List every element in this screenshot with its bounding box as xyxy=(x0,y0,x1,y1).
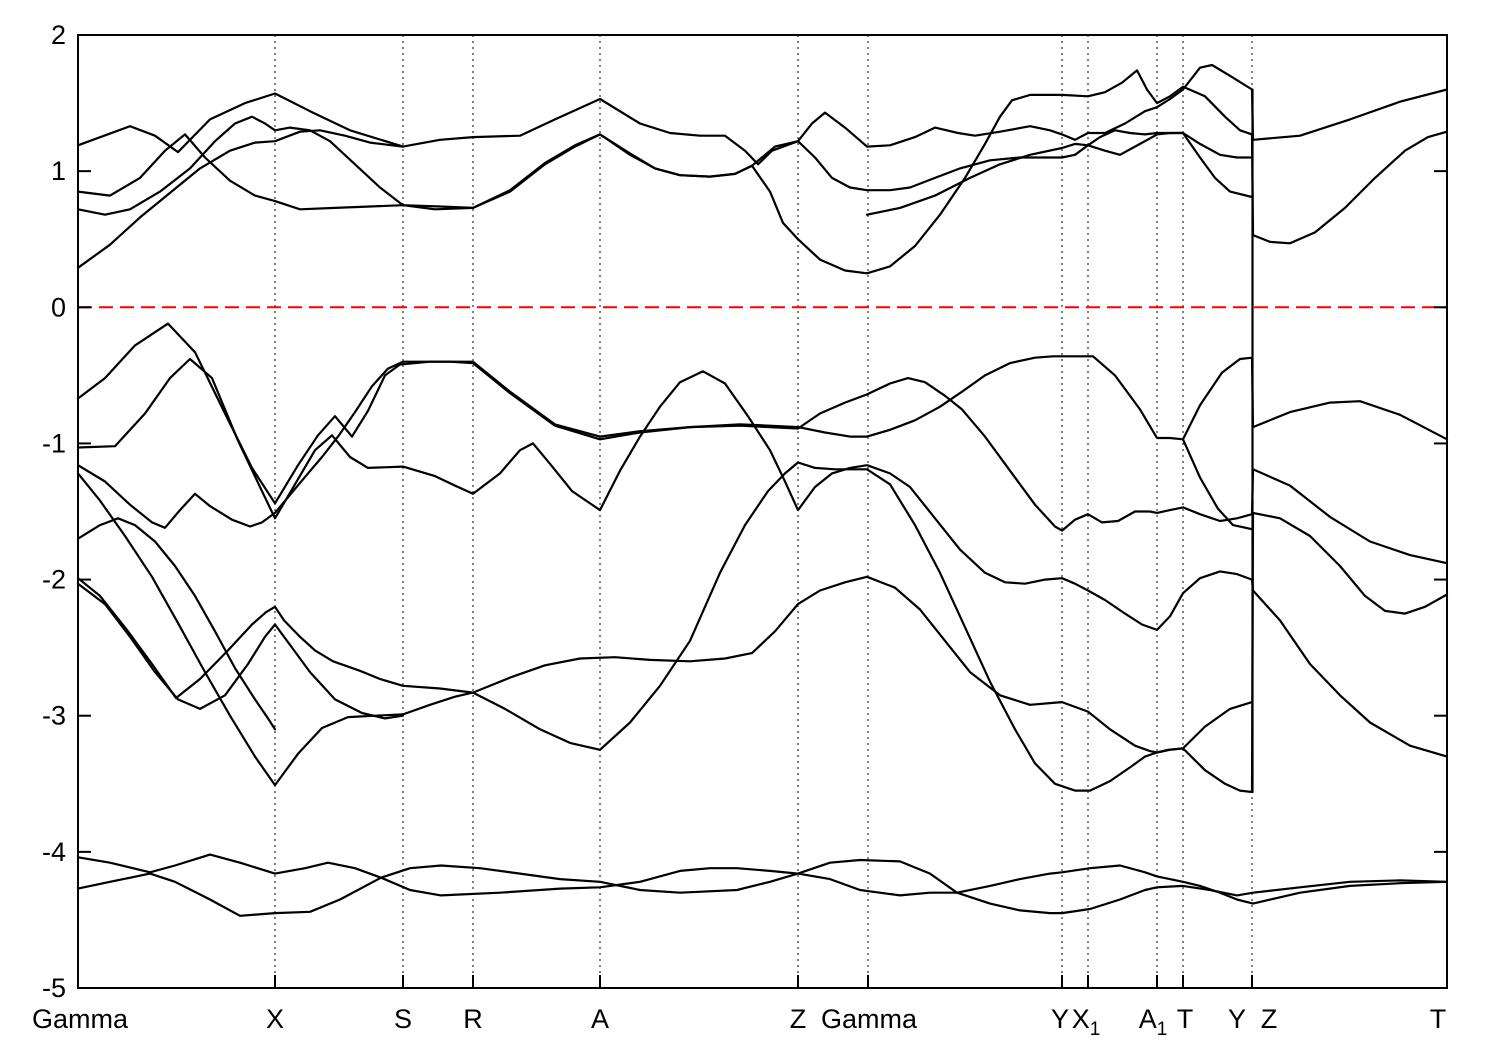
band-curve-band-07 xyxy=(76,360,1449,565)
y-tick-label: 2 xyxy=(51,20,66,50)
band-curve-band-05 xyxy=(865,131,1254,216)
kpoint-label-s: S xyxy=(394,1004,412,1034)
axis-ticks xyxy=(77,34,1448,989)
kpoint-label-a1: A1 xyxy=(1139,1004,1168,1040)
kpoint-label-gamma: Gamma xyxy=(32,1004,129,1034)
kpoint-label-x: X xyxy=(266,1004,284,1034)
kpoint-label-t: T xyxy=(1177,1004,1194,1034)
y-axis-labels: 2 1 0 -1 -2 -3 -4 -5 xyxy=(42,20,66,1003)
band-curve-band-02 xyxy=(76,69,1449,275)
y-tick-label: -1 xyxy=(42,428,66,458)
x-axis-labels: Gamma X S R A Z Gamma Y X1 A1 T Y Z T xyxy=(32,1004,1446,1040)
band-curve-band-09 xyxy=(76,461,1449,794)
y-tick-label: -3 xyxy=(42,701,66,731)
kpoint-label-x1: X1 xyxy=(1072,1004,1101,1040)
kpoint-label-y: Y xyxy=(1051,1004,1069,1034)
y-tick-label: 1 xyxy=(51,156,66,186)
kpoint-label-a: A xyxy=(591,1004,609,1034)
y-tick-label: -5 xyxy=(42,973,66,1003)
band-curve-band-03 xyxy=(76,115,1254,216)
kpoint-label-y: Y xyxy=(1228,1004,1246,1034)
band-curve-band-11 xyxy=(76,582,405,720)
kpoint-label-t: T xyxy=(1430,1004,1447,1034)
band-curve-band-06 xyxy=(76,322,1449,505)
y-tick-label: -2 xyxy=(42,565,66,595)
band-curve-band-01 xyxy=(76,63,1449,166)
kpoint-label-r: R xyxy=(463,1004,483,1034)
band-curve-band-04 xyxy=(76,129,405,269)
band-curve-band-15 xyxy=(76,864,1449,917)
kpoint-label-gamma: Gamma xyxy=(821,1004,918,1034)
plot-border xyxy=(77,34,1448,989)
band-curve-band-12 xyxy=(76,517,277,731)
y-tick-label: -4 xyxy=(42,837,66,867)
y-tick-label: 0 xyxy=(51,292,66,322)
axes-frame xyxy=(77,34,1448,989)
band-curve-band-10 xyxy=(76,472,1254,787)
band-curves xyxy=(76,63,1449,917)
kpoint-label-z: Z xyxy=(1261,1004,1278,1034)
band-curve-band-13 xyxy=(1181,438,1254,531)
kpoint-label-z: Z xyxy=(790,1004,807,1034)
band-curve-band-08 xyxy=(76,357,1449,758)
